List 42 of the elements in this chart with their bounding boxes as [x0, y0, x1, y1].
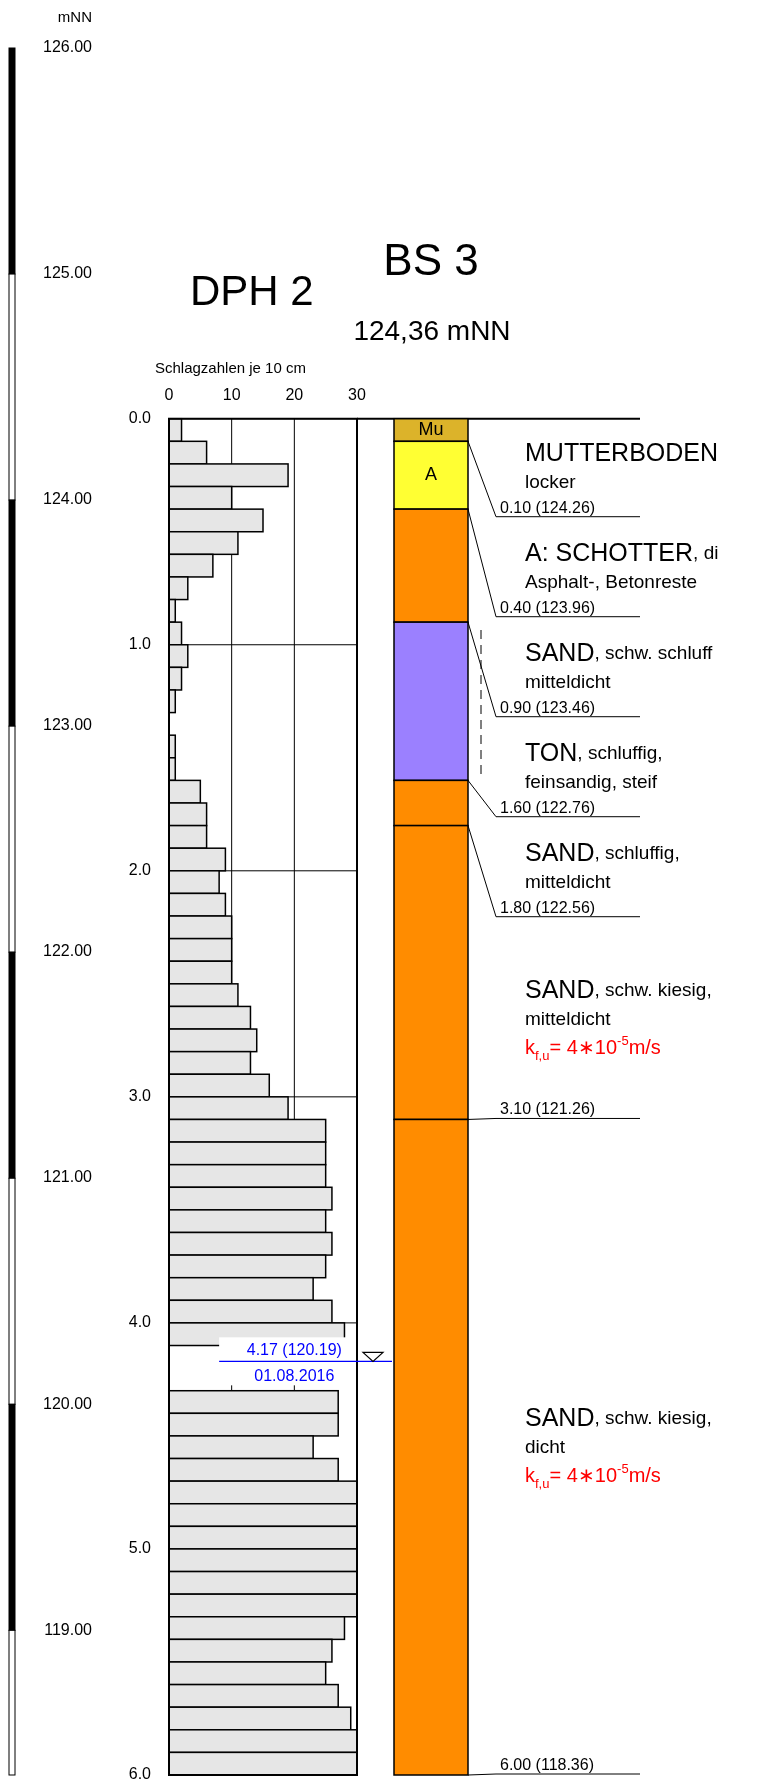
y2-tick-label: 126.00 [43, 38, 93, 56]
y-tick-label: 4.0 [128, 1313, 152, 1331]
y2-tick-label: 122.00 [43, 942, 93, 960]
y-tick-label: 1.0 [128, 634, 152, 652]
text: SAND, schluffig, mitteldicht [525, 837, 680, 893]
text: A: SCHOTTER, di Asphalt-, Betonreste [525, 537, 719, 593]
text: SAND, schw. kiesig, dicht k$_{f,u}$= 4∗10$^{-5}$m/s [525, 1402, 712, 1492]
text: MUTTERBODEN locker [525, 437, 719, 493]
text: 0.10 (124.26) [500, 498, 596, 516]
text: 0.40 (123.96) [500, 598, 596, 616]
y-tick-label: 2.0 [128, 861, 152, 879]
series-label: Mu [418, 418, 444, 439]
text: SAND, schw. schluff mitteldicht [525, 637, 714, 693]
text: 3.10 (121.26) [500, 1100, 596, 1118]
chart-title: DPH 2 [190, 267, 314, 314]
chart-title: BS 3 [383, 235, 479, 284]
y-tick-label: 0.0 [128, 408, 152, 426]
text: TON, schluffig, feinsandig, steif [525, 737, 663, 793]
text: 1.80 (122.56) [500, 898, 596, 916]
ref-line-label: 4.17 (120.19) [246, 1341, 342, 1359]
y-tick-label: 5.0 [128, 1539, 152, 1557]
x-tick-label: 20 [285, 386, 304, 403]
y-tick-label: 3.0 [128, 1087, 152, 1105]
text: 1.60 (122.76) [500, 798, 596, 816]
y2-axis-title: mNN [57, 8, 92, 25]
y2-tick-label: 123.00 [43, 716, 93, 734]
text: 6.00 (118.36) [500, 1756, 594, 1773]
series-label: A [424, 463, 438, 484]
y2-tick-label: 121.00 [43, 1168, 93, 1186]
y-tick-label: 6.0 [128, 1765, 152, 1783]
y2-tick-label: 125.00 [43, 264, 93, 282]
x-tick-label: 0 [164, 386, 174, 403]
text: SAND, schw. kiesig, mitteldicht k$_{f,u}$= 4∗10$^{-5}$m/s [525, 974, 712, 1063]
y2-tick-label: 120.00 [43, 1394, 93, 1412]
y2-tick-label: 119.00 [44, 1620, 93, 1638]
chart-subtitle: 124,36 mNN [353, 315, 511, 346]
x-axis-title: Schlagzahlen je 10 cm [155, 359, 306, 376]
x-tick-label: 30 [348, 386, 366, 403]
annotation: 01.08.2016 [254, 1367, 335, 1385]
text: 0.90 (123.46) [500, 698, 596, 716]
x-tick-label: 10 [222, 386, 241, 403]
y2-tick-label: 124.00 [43, 490, 93, 508]
